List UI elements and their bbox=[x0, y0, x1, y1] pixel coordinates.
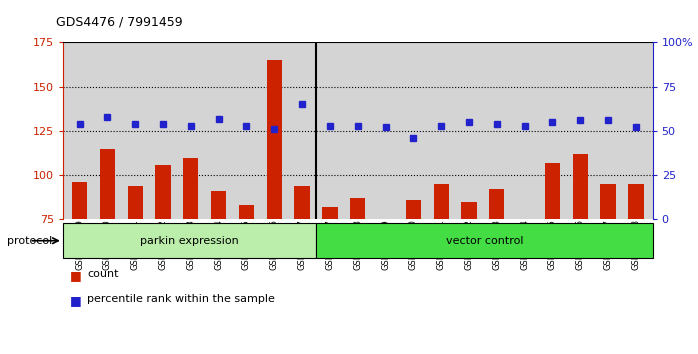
Bar bbox=[545, 163, 560, 219]
Bar bbox=[350, 198, 365, 219]
Text: parkin expression: parkin expression bbox=[140, 236, 239, 246]
Bar bbox=[211, 191, 226, 219]
Bar bbox=[63, 223, 316, 258]
Bar bbox=[295, 186, 310, 219]
Text: protocol: protocol bbox=[7, 236, 52, 246]
Bar bbox=[461, 202, 477, 219]
Text: count: count bbox=[87, 269, 119, 279]
Text: percentile rank within the sample: percentile rank within the sample bbox=[87, 294, 275, 304]
Bar bbox=[406, 200, 421, 219]
Bar bbox=[267, 60, 282, 219]
Bar bbox=[600, 184, 616, 219]
Bar bbox=[489, 189, 505, 219]
Text: vector control: vector control bbox=[445, 236, 523, 246]
Bar bbox=[517, 219, 533, 223]
Bar bbox=[628, 184, 644, 219]
Text: GDS4476 / 7991459: GDS4476 / 7991459 bbox=[56, 15, 182, 28]
Bar bbox=[572, 154, 588, 219]
Text: ■: ■ bbox=[70, 294, 82, 307]
Bar bbox=[72, 182, 87, 219]
Text: ■: ■ bbox=[70, 269, 82, 282]
Bar bbox=[183, 158, 198, 219]
Bar bbox=[433, 184, 449, 219]
Bar bbox=[239, 205, 254, 219]
Bar bbox=[156, 165, 170, 219]
Bar bbox=[128, 186, 143, 219]
Bar bbox=[322, 207, 338, 219]
Bar bbox=[100, 149, 115, 219]
Bar bbox=[316, 223, 653, 258]
